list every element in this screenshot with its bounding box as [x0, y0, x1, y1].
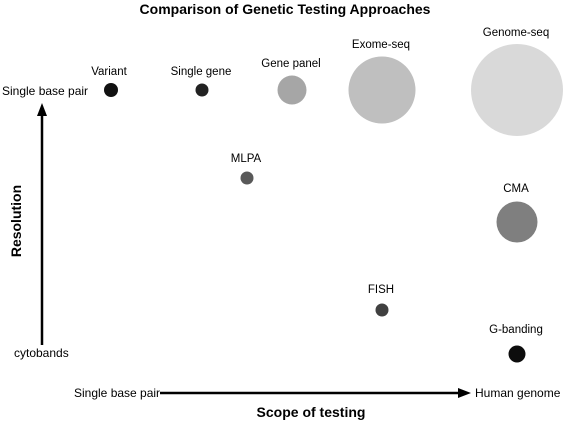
label-genome-seq: Genome-seq: [483, 27, 549, 39]
bubble-gene-panel: [277, 75, 307, 105]
bubble-genome-seq: [471, 44, 563, 136]
x-axis-end-label: Human genome: [475, 386, 561, 400]
x-axis-title: Scope of testing: [257, 404, 366, 420]
x-axis-start-label: Single base pair: [74, 386, 160, 400]
y-axis-top-label: Single base pair: [2, 84, 88, 98]
y-axis-arrowhead: [37, 103, 47, 116]
diagram-title: Comparison of Genetic Testing Approaches: [140, 1, 431, 17]
bubble-g-banding: [508, 345, 526, 363]
bubble-variant: [104, 83, 118, 97]
label-variant: Variant: [91, 66, 127, 78]
y-axis-bottom-label: cytobands: [14, 346, 69, 360]
label-mlpa: MLPA: [231, 153, 262, 165]
y-axis-title: Resolution: [8, 185, 24, 257]
bubble-fish: [375, 303, 389, 317]
label-exome-seq: Exome-seq: [352, 39, 410, 51]
bubble-mlpa: [240, 171, 254, 185]
label-g-banding: G-banding: [489, 324, 543, 336]
bubble-exome-seq: [348, 56, 416, 124]
label-fish: FISH: [368, 284, 394, 296]
x-axis-arrowhead: [458, 388, 471, 398]
bubble-cma: [496, 201, 538, 243]
bubble-single-gene: [195, 83, 209, 97]
label-gene-panel: Gene panel: [261, 58, 320, 70]
label-single-gene: Single gene: [171, 66, 232, 78]
label-cma: CMA: [503, 183, 529, 195]
